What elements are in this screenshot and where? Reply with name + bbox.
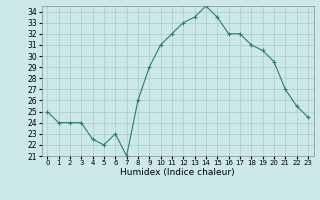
X-axis label: Humidex (Indice chaleur): Humidex (Indice chaleur) xyxy=(120,168,235,177)
